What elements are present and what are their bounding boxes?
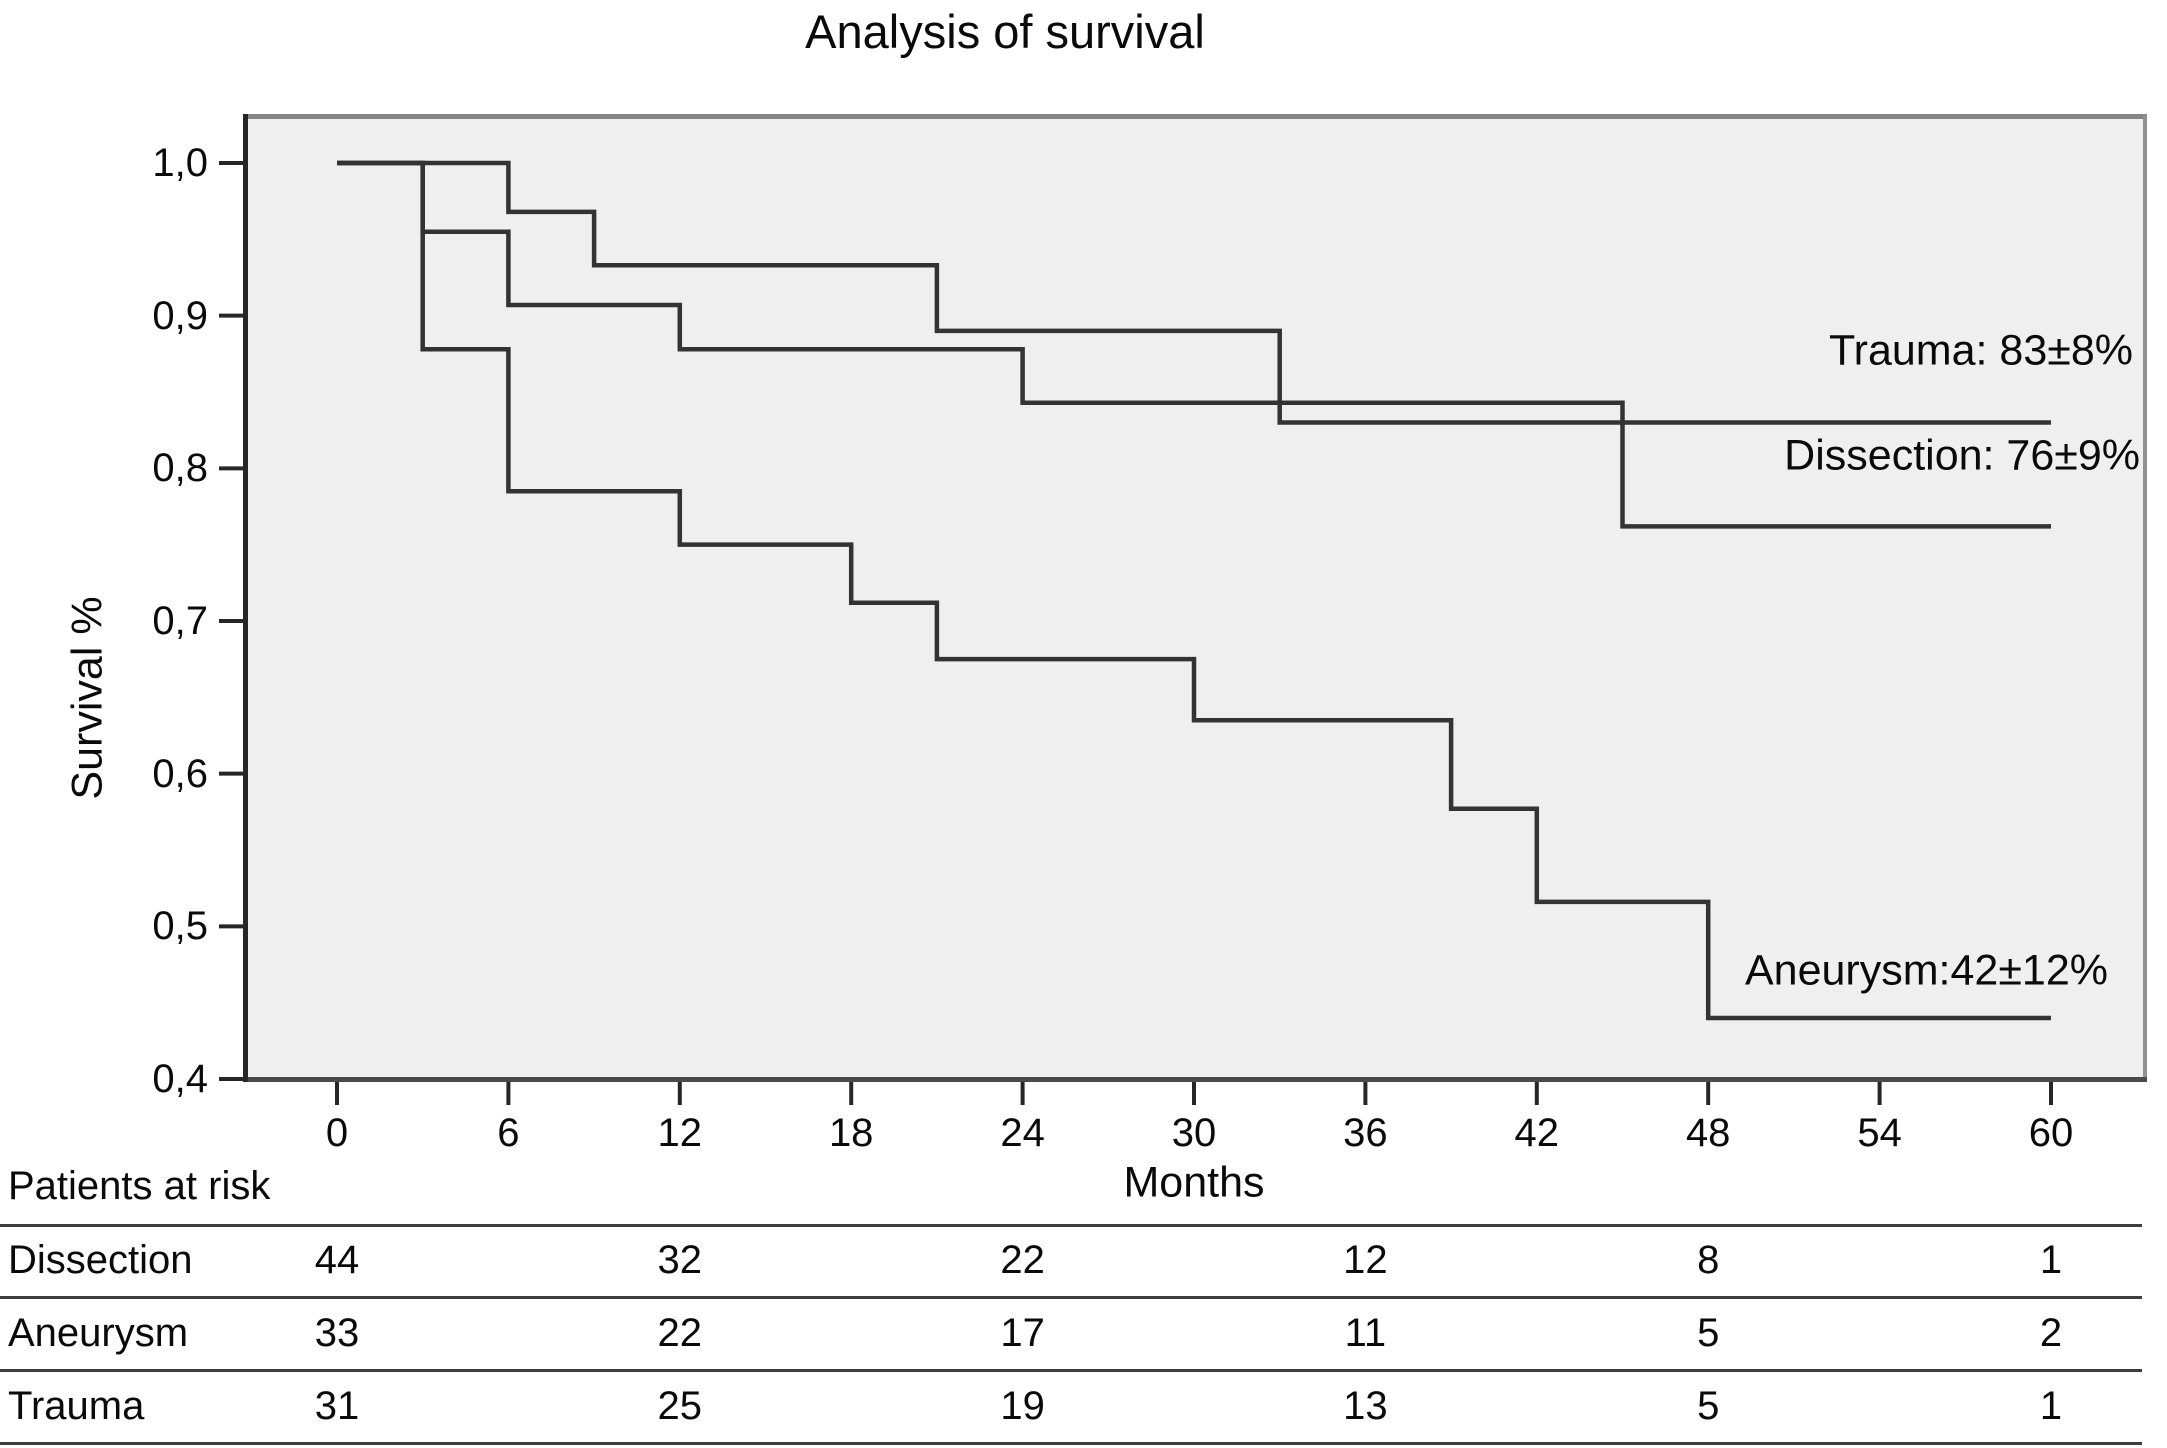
x-tick-label: 48 xyxy=(1685,1111,1731,1155)
table-rule xyxy=(0,1369,2142,1372)
risk-cell: 17 xyxy=(1000,1311,1045,1355)
x-axis-label: Months xyxy=(1123,1158,1265,1207)
risk-cell: 44 xyxy=(314,1238,360,1282)
risk-cell: 22 xyxy=(657,1311,703,1355)
risk-cell: 31 xyxy=(314,1384,360,1428)
survival-curve-trauma xyxy=(337,160,2051,425)
risk-row-label-aneurysm: Aneurysm xyxy=(8,1311,189,1355)
x-tick-label: 36 xyxy=(1343,1111,1388,1155)
risk-cell: 25 xyxy=(657,1384,703,1428)
y-tick-label: 0,9 xyxy=(152,293,208,338)
risk-cell: 11 xyxy=(1344,1311,1387,1355)
y-tick-label: 1,0 xyxy=(152,141,208,185)
risk-cell: 13 xyxy=(1343,1384,1388,1428)
curve-end-label-trauma: Trauma: 83±8% xyxy=(1828,326,2133,375)
chart-title: Analysis of survival xyxy=(805,5,1205,58)
x-tick-label: 0 xyxy=(325,1111,349,1155)
risk-cell: 32 xyxy=(657,1238,703,1282)
plot-area-background xyxy=(243,114,2147,1082)
x-tick-label: 54 xyxy=(1857,1111,1902,1155)
risk-row-label-trauma: Trauma xyxy=(8,1384,145,1428)
risk-table-header: Patients at risk xyxy=(8,1164,271,1208)
y-tick-label: 0,7 xyxy=(152,599,208,643)
risk-cell: 5 xyxy=(1697,1311,1720,1355)
risk-cell: 33 xyxy=(314,1311,360,1355)
risk-cell: 12 xyxy=(1343,1238,1388,1282)
x-tick-label: 30 xyxy=(1171,1111,1217,1155)
x-tick-label: 24 xyxy=(1000,1111,1045,1155)
y-tick-label: 0,6 xyxy=(152,751,208,796)
x-tick-label: 18 xyxy=(828,1111,874,1155)
risk-cell: 5 xyxy=(1697,1384,1720,1428)
x-tick-label: 60 xyxy=(2028,1111,2074,1155)
survival-curve-aneurysm xyxy=(337,160,2051,1021)
risk-cell: 8 xyxy=(1697,1238,1720,1282)
risk-cell: 2 xyxy=(2039,1311,2063,1355)
table-rule xyxy=(0,1224,2142,1227)
x-tick-label: 12 xyxy=(657,1111,703,1155)
x-tick-label: 6 xyxy=(497,1111,520,1155)
y-tick-label: 0,5 xyxy=(152,904,208,949)
table-rule xyxy=(0,1296,2142,1299)
x-tick-label: 42 xyxy=(1514,1111,1560,1155)
risk-cell: 19 xyxy=(1000,1384,1045,1428)
risk-row-label-dissection: Dissection xyxy=(8,1238,193,1282)
curve-end-label-aneurysm: Aneurysm:42±12% xyxy=(1744,946,2108,995)
risk-cell: 1 xyxy=(2039,1238,2063,1282)
y-tick-label: 0,4 xyxy=(152,1057,208,1102)
risk-cell: 1 xyxy=(2039,1384,2063,1428)
table-rule xyxy=(0,1442,2142,1445)
curve-end-label-dissection: Dissection: 76±9% xyxy=(1784,431,2140,480)
risk-cell: 22 xyxy=(1000,1238,1045,1282)
y-tick-label: 0,8 xyxy=(152,446,208,491)
